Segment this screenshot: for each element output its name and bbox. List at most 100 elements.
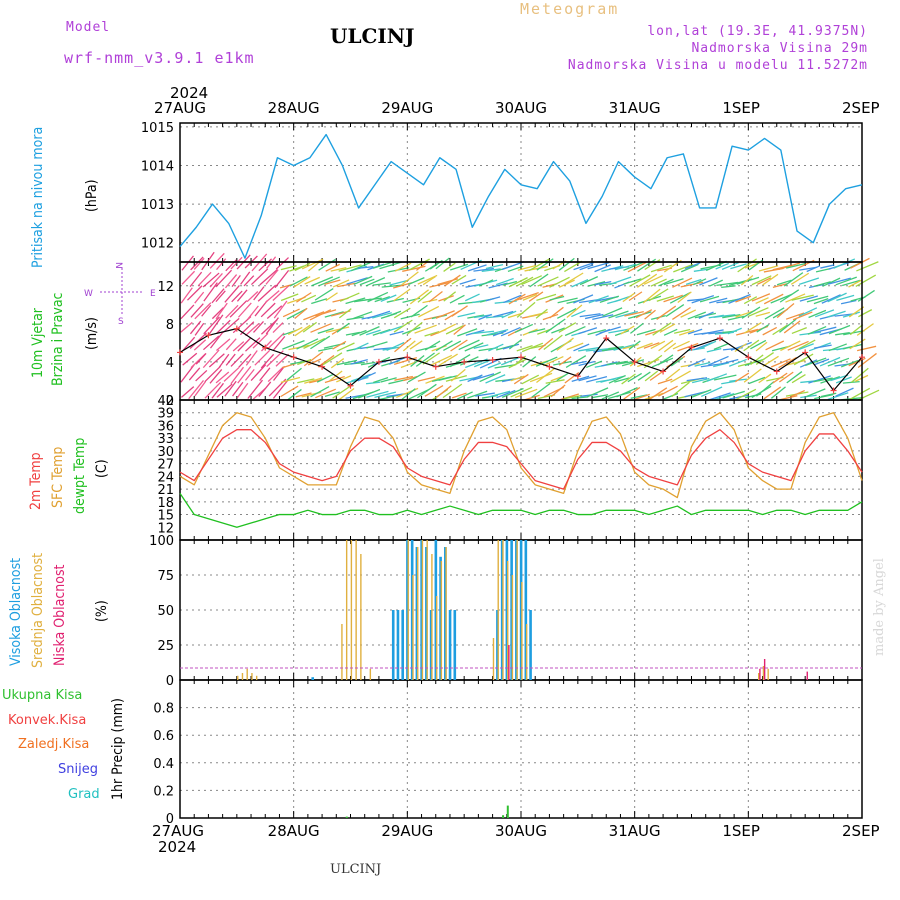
cloud-bar xyxy=(767,668,769,680)
cloud-ytick: 25 xyxy=(157,639,174,654)
cloud-bar xyxy=(246,668,248,680)
temp-ytick: 24 xyxy=(157,470,174,485)
cloud-bar xyxy=(237,675,239,680)
cloud-bar xyxy=(496,610,499,680)
cloud-bar xyxy=(345,540,348,680)
precip-bar xyxy=(506,805,509,818)
cloud-bar xyxy=(516,540,518,680)
cloud-bar xyxy=(415,547,419,680)
wind-point xyxy=(603,335,610,342)
bottom-date-29aug: 29AUG xyxy=(381,822,434,840)
cloud-bar xyxy=(425,547,428,680)
wind-point xyxy=(375,358,382,365)
cloud-bar xyxy=(434,540,438,680)
cloud-bar xyxy=(762,666,765,680)
legend-konvek-kisa: Konvek.Kisa xyxy=(8,713,87,728)
wind-ytick: 8 xyxy=(166,318,174,333)
cloud-bar xyxy=(519,540,523,680)
meteogram-label: Meteogram xyxy=(520,0,620,18)
cloud-bar xyxy=(529,610,532,680)
cloud-bar xyxy=(401,610,404,680)
wind-point xyxy=(716,335,723,342)
top-date-27aug: 27AUG xyxy=(154,99,206,117)
cloud-bar xyxy=(429,610,433,680)
cloud-bar xyxy=(426,540,428,680)
temp-ytick: 42 xyxy=(157,394,174,409)
dewpt-temp-line xyxy=(179,492,863,528)
cloud-ytick: 75 xyxy=(157,569,174,584)
compass-s: S xyxy=(118,317,124,327)
cloud-bar xyxy=(508,645,510,680)
wind-ytick: 12 xyxy=(157,280,174,295)
wind-point xyxy=(688,344,695,351)
cloud-bar xyxy=(417,547,419,680)
wind-point xyxy=(859,354,865,361)
temp-ytick: 39 xyxy=(157,407,174,422)
wind-point xyxy=(773,368,780,375)
cloud-bar xyxy=(444,547,447,680)
temp-ytick: 12 xyxy=(157,521,174,536)
model-name: wrf-nmm_v3.9.1 e1km xyxy=(64,49,255,67)
compass-e: E xyxy=(150,289,156,299)
legend-ukupna-kisa: Ukupna Kisa xyxy=(2,688,83,703)
cloud-bar xyxy=(510,540,513,680)
top-date-30aug: 30AUG xyxy=(495,99,547,117)
cloud-bar xyxy=(410,540,414,680)
cloud-bar xyxy=(506,561,509,680)
legend-grad: Grad xyxy=(68,787,100,802)
cloud-bar xyxy=(355,540,357,680)
wind-arrow-field xyxy=(180,251,880,401)
top-date-2sep: 2SEP xyxy=(842,99,880,117)
precip-bar xyxy=(502,815,505,818)
temp-ytick: 33 xyxy=(157,432,174,447)
wind-point xyxy=(319,363,326,370)
cloud-bar xyxy=(806,671,808,680)
model-elevation-label: Nadmorska Visina u modelu 11.5272m xyxy=(567,58,868,73)
cloud-bar xyxy=(515,540,518,680)
bottom-date-31aug: 31AUG xyxy=(608,822,661,840)
cloud-bar xyxy=(502,540,504,680)
elevation-label: Nadmorska Visina 29m xyxy=(691,41,868,56)
cloud-bar xyxy=(448,610,452,680)
top-date-29aug: 29AUG xyxy=(381,99,434,117)
cloud-bar xyxy=(406,540,409,680)
cloud-bar xyxy=(500,540,504,680)
cloud-bar xyxy=(758,673,760,680)
top-date-28aug: 28AUG xyxy=(267,99,320,117)
bottom-date-28aug: 28AUG xyxy=(267,822,320,840)
cloud-bar xyxy=(759,668,761,680)
pressure-ytick: 1012 xyxy=(141,237,174,252)
compass-w: W xyxy=(84,289,93,299)
wind-point xyxy=(830,387,837,394)
legend-snijeg: Snijeg xyxy=(58,762,98,777)
cloud-bar xyxy=(445,547,447,680)
top-date-31aug: 31AUG xyxy=(608,99,661,117)
wind-point xyxy=(177,349,183,356)
cloud-bar xyxy=(255,675,258,680)
cloud-bar xyxy=(407,540,409,680)
year-top: 2024 xyxy=(170,84,209,102)
precip-ytick: 0.8 xyxy=(153,702,174,717)
temp-ytick: 30 xyxy=(157,445,174,460)
compass-rose-icon: N W E S xyxy=(84,262,156,327)
cloud-bar xyxy=(453,610,457,680)
pressure-ytick: 1013 xyxy=(141,198,174,213)
compass-n: N xyxy=(113,262,123,269)
wind-ytick: 4 xyxy=(166,356,174,371)
wind-point xyxy=(631,358,638,365)
cloud-bar xyxy=(492,638,495,680)
cloud-ytick: 100 xyxy=(149,534,174,549)
bottom-date-1sep: 1SEP xyxy=(722,822,760,840)
cloud-bar xyxy=(360,554,362,680)
precip-ytick: 0.2 xyxy=(153,784,174,799)
wind-point xyxy=(802,349,809,356)
temp-ytick: 36 xyxy=(157,419,174,434)
wind-point xyxy=(546,363,553,370)
wind-point xyxy=(745,354,752,361)
cloud-bar xyxy=(412,575,414,680)
cloud-bar xyxy=(497,540,499,680)
year-bottom: 2024 xyxy=(158,838,197,856)
cloud-bar xyxy=(435,596,438,680)
footer-station: ULCINJ xyxy=(330,862,382,877)
